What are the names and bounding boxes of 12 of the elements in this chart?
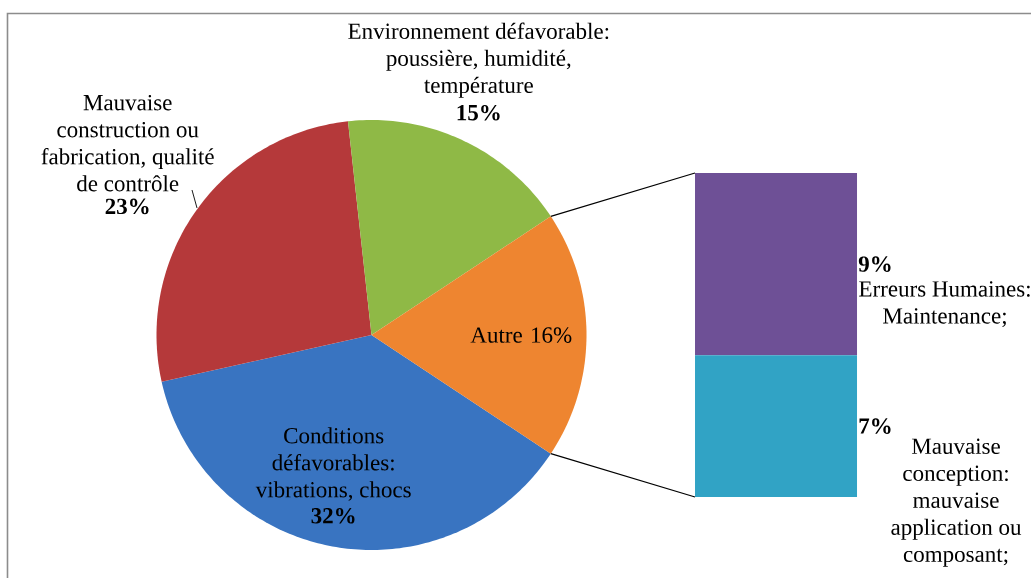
series-label: Mauvaise conception: mauvaise application ou composant; — [891, 438, 1022, 567]
slice-label: Mauvaise construction ou fabrication, qualité de contrôle — [41, 94, 214, 192]
slice-label: Environnement défavorable: poussière, humidité, température — [348, 22, 609, 98]
slice-label: Conditions défavorables: vibrations, chocs — [255, 427, 411, 501]
series-label: Erreurs Humaines: Maintenance; — [859, 281, 1030, 327]
data-label: 9% — [858, 256, 891, 272]
data-label: 15% — [457, 104, 500, 121]
data-label: 32% — [311, 507, 355, 524]
data-label: 7% — [859, 418, 891, 434]
data-label: 16% — [532, 327, 572, 343]
data-label: 23% — [105, 198, 149, 215]
slice-label: Autre — [470, 327, 522, 343]
